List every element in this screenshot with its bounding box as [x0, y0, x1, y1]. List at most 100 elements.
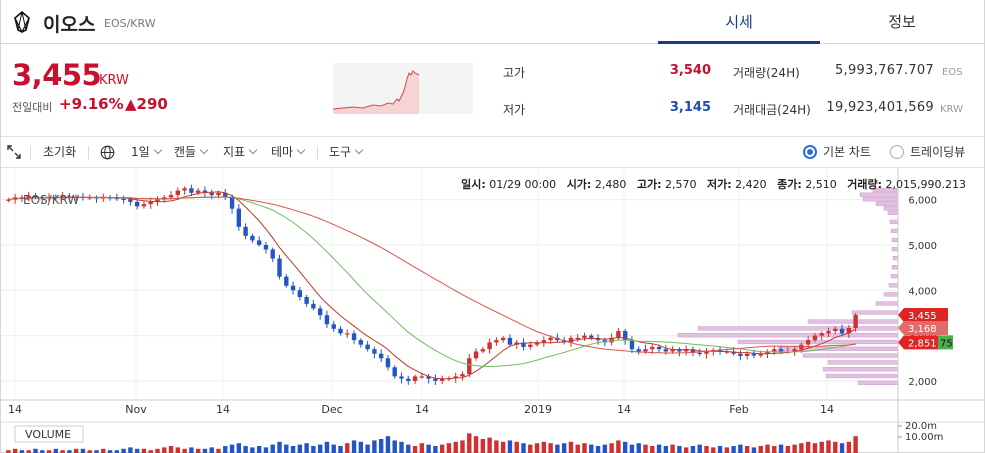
volume-bar — [772, 446, 777, 453]
candle-select[interactable]: 캔들 — [174, 137, 209, 167]
profile-bar — [892, 256, 899, 261]
candle-body — [528, 344, 533, 347]
ohlc-close-label: 종가: — [777, 178, 802, 191]
candle-body — [826, 331, 831, 334]
candle-series — [6, 184, 858, 385]
volume-bar — [399, 441, 404, 453]
volume-bar — [223, 446, 228, 453]
ohlc-volume-label: 거래량: — [847, 178, 883, 191]
volume-bar — [500, 441, 506, 453]
profile-bar — [875, 301, 899, 306]
volume-bar — [785, 446, 791, 453]
candle-body — [792, 349, 797, 352]
expand-icon[interactable] — [7, 145, 21, 159]
candlestick-chart[interactable]: 6,0005,0004,0003,0002,00014Nov14Dec14201… — [1, 168, 984, 453]
interval-select[interactable]: 1일 — [131, 137, 162, 167]
volume-bar — [297, 444, 303, 453]
volume-bar — [480, 439, 486, 453]
candle-body — [697, 352, 702, 355]
candle-body — [744, 353, 750, 356]
volume-tick-label: 20.0m — [905, 421, 937, 432]
volume-bar — [324, 441, 330, 453]
moving-averages — [8, 191, 856, 380]
volume-bar — [94, 450, 99, 453]
reset-button[interactable]: 초기화 — [43, 145, 77, 159]
volume-bar — [839, 443, 845, 453]
candle-body — [433, 378, 438, 381]
volume-bar — [128, 447, 133, 453]
volume-bar — [53, 448, 59, 453]
candle-body — [839, 328, 845, 334]
profile-bar — [859, 192, 899, 197]
volume-bar — [602, 444, 608, 453]
tradingview-label[interactable]: 트레이딩뷰 — [910, 145, 966, 159]
volume-bar — [629, 444, 635, 453]
volume-bar — [731, 446, 736, 453]
profile-bar — [891, 246, 899, 252]
volume-bar — [270, 444, 275, 453]
volume-bar — [528, 444, 533, 453]
volume-bar — [229, 444, 235, 453]
basic-chart-radio[interactable] — [803, 145, 817, 159]
volume-bar — [609, 443, 614, 453]
volume-bar — [26, 450, 31, 453]
volume-bar — [555, 444, 560, 453]
volume-bar — [311, 446, 316, 453]
profile-bar — [890, 228, 899, 234]
volume-bar — [717, 446, 723, 453]
candle-body — [270, 249, 275, 259]
tab-price[interactable]: 시세 — [658, 0, 820, 44]
ma-long-line — [8, 196, 856, 368]
candle-body — [453, 376, 458, 379]
tab-info[interactable]: 정보 — [888, 13, 916, 31]
volume-bar — [534, 443, 540, 453]
volume-bar — [372, 440, 377, 453]
globe-icon[interactable] — [100, 145, 115, 160]
indicator-select[interactable]: 지표 — [223, 137, 258, 167]
volume-bar — [202, 448, 208, 453]
price-tags: 3,455 3,168 2,851 75 — [898, 307, 953, 350]
candle-body — [412, 376, 418, 381]
candle-body — [311, 303, 316, 309]
change-label: 전일대비 — [12, 101, 53, 114]
y-tick-label: 2,000 — [908, 377, 937, 388]
candle-body — [256, 240, 262, 245]
volume-bar — [107, 450, 113, 453]
profile-bar — [887, 210, 899, 215]
current-price: 3,455 — [12, 58, 102, 92]
volume-bar — [663, 446, 669, 453]
high-label: 고가 — [503, 66, 526, 80]
chart-toolbar: 초기화 1일 캔들 지표 테마 도구 기본 차트 트레이딩뷰 — [1, 136, 984, 168]
volume-bar — [826, 440, 831, 453]
tradingview-radio[interactable] — [890, 145, 904, 159]
candle-body — [372, 349, 377, 354]
ohlc-date: 01/29 00:00 — [489, 178, 557, 191]
candle-body — [392, 367, 397, 377]
volume-bar — [162, 447, 167, 453]
candle-body — [683, 349, 689, 352]
tools-label: 도구 — [329, 145, 352, 159]
volume-bar — [744, 446, 750, 453]
volume-bar — [155, 448, 160, 453]
volume-bar — [148, 450, 153, 453]
volume-bar — [514, 441, 519, 453]
volume-bar — [114, 450, 120, 453]
ohlc-open: 2,480 — [594, 178, 627, 191]
candle-body — [33, 195, 38, 198]
basic-chart-label[interactable]: 기본 차트 — [823, 145, 871, 159]
volume-bar — [690, 446, 696, 453]
candle-body — [663, 349, 669, 352]
candle-body — [724, 351, 730, 353]
tools-select[interactable]: 도구 — [329, 137, 364, 167]
ohlc-low: 2,420 — [735, 178, 767, 191]
profile-bar — [827, 360, 899, 365]
profile-bar — [875, 201, 899, 206]
profile-bar — [883, 292, 899, 297]
candle-body — [738, 353, 743, 356]
volume-bar — [358, 441, 364, 453]
candle-body — [290, 285, 296, 291]
candle-body — [609, 337, 614, 343]
theme-select[interactable]: 테마 — [271, 137, 306, 167]
candle-body — [622, 331, 628, 341]
candle-body — [243, 226, 248, 236]
